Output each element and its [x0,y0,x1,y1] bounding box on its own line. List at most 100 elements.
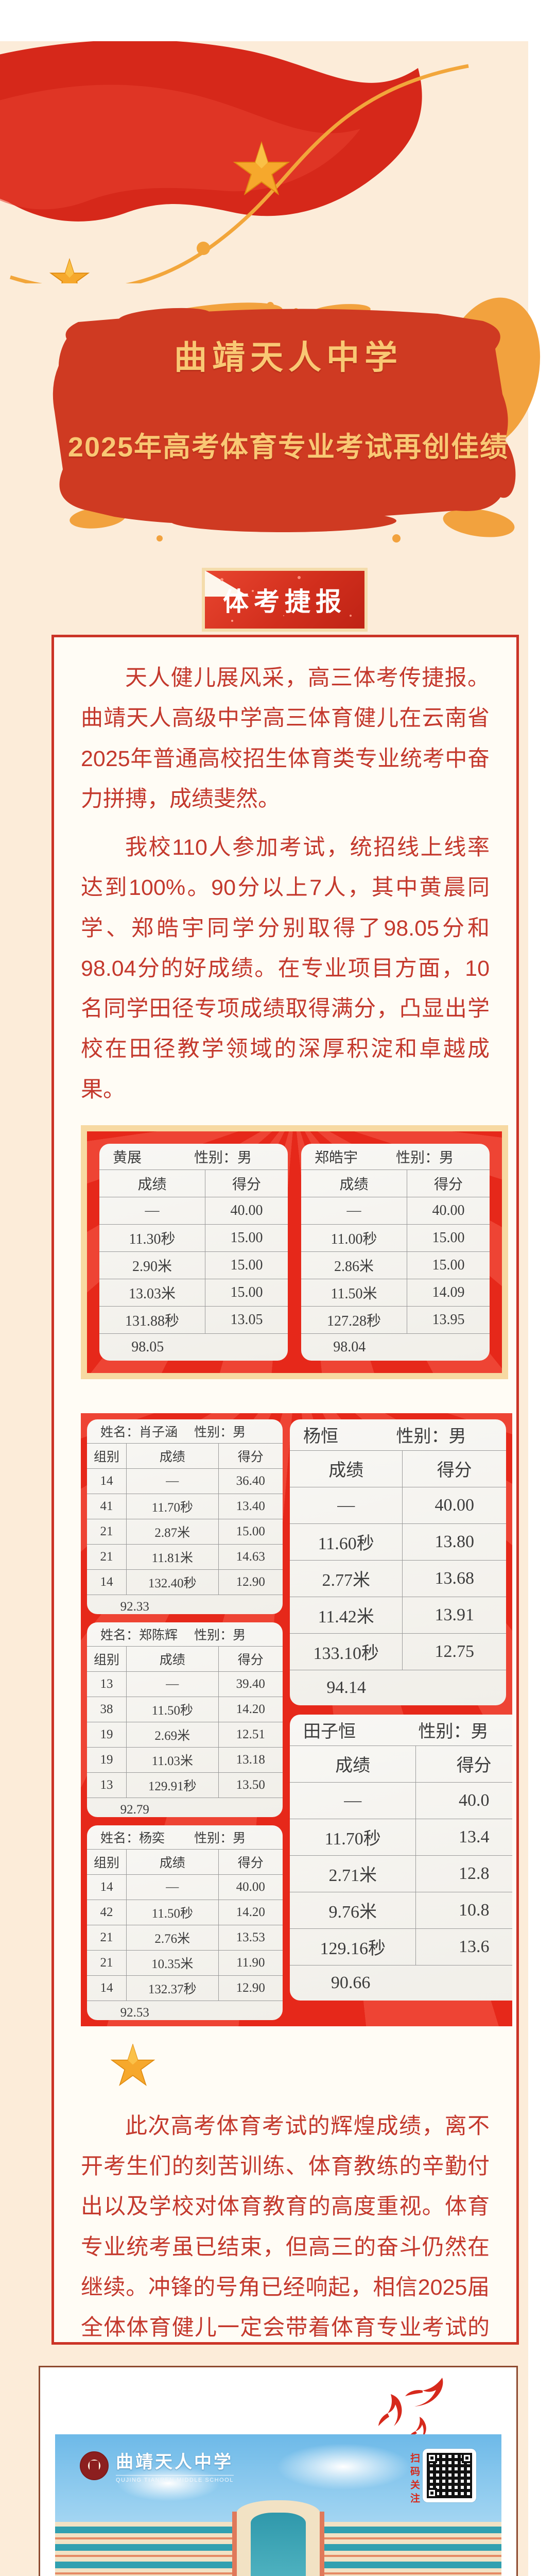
total-score: 94.14 [290,1669,506,1705]
score-cell: 9.76米 [290,1891,416,1928]
score-cell: 14.09 [406,1278,490,1306]
column-header: 得分 [204,1170,288,1197]
total-score: 98.05 [99,1333,288,1361]
paragraph-1: 天人健儿展风采，高三体考传捷报。曲靖天人高级中学高三体育健儿在云南省2025年普… [81,666,490,811]
score-cell: 41 [87,1493,126,1519]
score-cell: — [99,1196,205,1224]
paragraph-2: 我校110人参加考试，统招线上线率达到100%。90分以上7人，其中黄晨同学、郑… [81,835,490,1102]
score-cell: 40.00 [204,1196,288,1224]
score-cell: 12.75 [402,1633,506,1670]
score-cell: 10.35米 [126,1950,218,1975]
column-header: 得分 [415,1745,512,1782]
score-cell: 15.00 [204,1224,288,1251]
score-cell: 11.30秒 [99,1224,205,1251]
score-cell: 11.70秒 [126,1493,218,1519]
score-card: 杨恒 性别：男 成绩 得分 —40.00 11.60秒 13.80 2.77米 13.68 11.… [290,1419,506,1705]
student-name: 郑皓宇 [315,1149,358,1166]
column-header: 组别 [93,1856,119,1870]
score-cell: 12.90 [218,1975,283,2001]
score-cell: 11.90 [218,1950,283,1975]
score-card: 田子恒 性别：男 成绩 得分 —40.0 11.70秒 13.4 2.71米 12.8 9.76米… [290,1714,512,2001]
total-score: 92.53 [87,2000,283,2020]
score-cell: 19 [87,1747,126,1772]
score-cell: 21 [87,1924,126,1950]
student-sex: 性别：男 [396,1149,454,1166]
score-cell: 2.90米 [99,1251,205,1279]
score-cell: 38 [87,1696,126,1722]
score-cell: 2.87米 [126,1518,218,1544]
student-name: 黄展 [113,1149,142,1166]
column-header: 得分 [218,1646,283,1671]
score-image-1[interactable]: 黄展 性别：男 成绩 得分 —40.00 11.30秒 15.00 2.90米 15.00 13.… [81,1125,508,1379]
curve-dot-icon [197,242,210,255]
score-cell: 14.20 [218,1899,283,1925]
score-cell: 11.42米 [290,1596,403,1633]
score-cell: 15.00 [218,1518,283,1544]
score-card: 郑皓宇 性别：男 成绩 得分 —40.00 11.00秒 15.00 2.86米 15.00 11… [301,1143,490,1361]
article-box: 天人健儿展风采，高三体考传捷报。曲靖天人高级中学高三体育健儿在云南省2025年普… [51,635,519,2345]
score-cell: 42 [87,1899,126,1925]
report-badge-label: 体考捷报 [223,587,346,616]
score-cell: 15.00 [406,1251,490,1279]
brush-stroke-icon [53,297,541,543]
score-cell: 13 [87,1671,126,1697]
column-header: 成绩 [126,1849,218,1874]
score-cell: 2.77米 [290,1560,403,1597]
qr-caption: 扫码关注 [409,2453,420,2506]
score-cell: 14.20 [218,1696,283,1722]
score-cell: 11.60秒 [290,1523,403,1560]
student-name: 姓名：肖子涵 [100,1425,178,1439]
score-cell: 21 [87,1544,126,1569]
column-header: 得分 [402,1450,506,1487]
total-score: 90.66 [290,1964,512,2001]
score-cell: 19 [87,1721,126,1747]
qr-code[interactable] [423,2449,476,2502]
score-cell: 14 [87,1874,126,1900]
glass-curtain [251,2513,306,2576]
score-cell: 13.03米 [99,1278,205,1306]
score-cell: 13.91 [402,1596,506,1633]
column-header: 组别 [93,1653,119,1667]
student-name: 姓名：杨奕 [100,1831,165,1845]
score-cell: — [290,1486,403,1523]
paragraph-3: 此次高考体育考试的辉煌成绩，离不开考生们的刻苦训练、体育教练的辛勤付出以及学校对… [81,2113,490,2340]
score-cell: 40.00 [218,1874,283,1900]
school-logo: 曲靖天人中学 QUJING TIANREN MIDDLE SCHOOL [80,2448,234,2483]
score-image-2[interactable]: 姓名：肖子涵 性别：男 组别 成绩 得分 14—36.40 41 11.70秒 13.40 21 2… [81,1413,512,2026]
school-name: 曲靖天人中学 [116,2453,233,2472]
score-cell: 2.69米 [126,1721,218,1747]
score-card: 姓名：郑陈辉 性别：男 组别 成绩 得分 13—39.40 38 11.50秒 14.20 19 2… [87,1622,283,1817]
score-cell: 11.70秒 [290,1818,416,1855]
total-score: 92.79 [87,1797,283,1817]
score-cell: 132.37秒 [126,1975,218,2001]
score-cell: — [126,1874,218,1900]
score-cell: 40.0 [415,1782,512,1819]
total-score: 92.33 [87,1594,283,1614]
building-center-tower [236,2500,320,2576]
student-sex: 性别：男 [194,1425,246,1439]
score-card: 黄展 性别：男 成绩 得分 —40.00 11.30秒 15.00 2.90米 15.00 13.… [99,1143,288,1361]
school-name-en: QUJING TIANREN MIDDLE SCHOOL [116,2475,234,2483]
score-cell: 2.76米 [126,1924,218,1950]
building-right-wing [320,2522,501,2576]
score-cell: 12.90 [218,1569,283,1595]
footer-frame: 曲靖天人中学 QUJING TIANREN MIDDLE SCHOOL 扫码关注… [39,2366,518,2576]
score-cell: 13.80 [402,1523,506,1560]
column-header: 得分 [218,1849,283,1874]
score-cell: 11.50秒 [126,1899,218,1925]
school-photo[interactable]: 曲靖天人中学 QUJING TIANREN MIDDLE SCHOOL 扫码关注 [55,2434,501,2576]
gold-star-icon [110,2043,155,2086]
score-cell: 13.68 [402,1560,506,1597]
score-cell: 13.4 [415,1818,512,1855]
score-cell: 15.00 [204,1251,288,1279]
column-header: 组别 [93,1450,119,1464]
column-header: 成绩 [339,1176,369,1193]
score-card: 姓名：杨奕 性别：男 组别 成绩 得分 14—40.00 42 11.50秒 14.20 21 2.… [87,1825,283,2020]
score-cell: 11.50秒 [126,1696,218,1722]
score-cell: 12.8 [415,1855,512,1892]
score-cell: 11.81米 [126,1544,218,1569]
score-cell: — [290,1782,416,1819]
score-cell: 10.8 [415,1891,512,1928]
score-cell: 132.40秒 [126,1569,218,1595]
student-sex: 性别：男 [396,1427,466,1447]
